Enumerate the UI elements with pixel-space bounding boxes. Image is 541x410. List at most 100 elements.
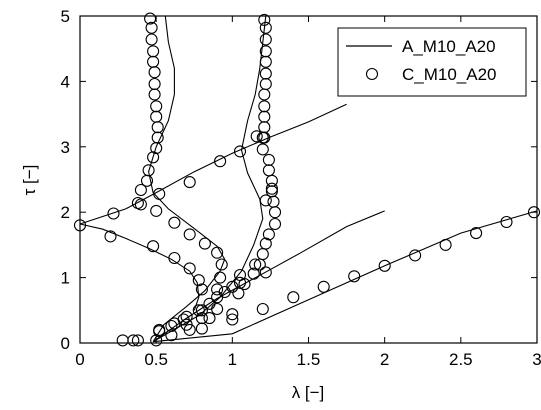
y-tick-label: 1 [61, 269, 70, 288]
y-axis-ticks: 0 1 2 3 4 5 [61, 7, 537, 353]
data-point-marker [259, 266, 272, 279]
data-point-marker [198, 237, 211, 250]
data-point-marker [317, 280, 330, 293]
data-point-marker [348, 270, 361, 283]
data-point-marker [262, 153, 275, 166]
data-point-marker [180, 310, 193, 323]
data-point-marker [256, 302, 269, 316]
data-point-marker [259, 77, 272, 91]
data-point-marker [203, 312, 216, 325]
x-tick-label: 2 [380, 350, 389, 369]
x-axis-label: λ [−] [292, 383, 325, 402]
data-point-marker [195, 322, 208, 335]
data-point-marker [192, 304, 205, 317]
data-point-marker [127, 334, 140, 347]
data-point-marker [226, 280, 239, 293]
series-line-segment [152, 15, 267, 343]
data-point-marker [439, 238, 452, 251]
data-point-marker [233, 145, 247, 158]
data-point-marker [140, 174, 154, 187]
data-point-marker [150, 334, 163, 347]
legend-label-series-2: C_M10_A20 [402, 65, 497, 84]
data-point-marker [268, 206, 282, 219]
data-point-marker [258, 121, 271, 134]
data-point-marker [470, 227, 483, 240]
data-point-marker [195, 304, 208, 317]
data-point-marker [262, 164, 275, 177]
data-point-marker [211, 283, 224, 296]
data-point-marker [259, 33, 272, 46]
data-point-marker [148, 88, 161, 101]
data-point-marker [378, 259, 391, 272]
data-point-marker [258, 131, 271, 144]
data-point-marker [232, 287, 245, 300]
data-point-marker [145, 33, 158, 46]
series-line-segment [79, 223, 200, 311]
data-point-marker [168, 251, 181, 265]
data-point-marker [153, 187, 166, 200]
data-point-marker [107, 207, 120, 220]
data-point-marker [183, 323, 196, 336]
data-point-marker [148, 66, 161, 79]
x-tick-label: 1 [228, 350, 237, 369]
y-tick-label: 4 [61, 72, 70, 91]
data-point-marker [183, 176, 196, 189]
data-point-marker [258, 88, 271, 101]
data-point-marker [409, 249, 422, 262]
data-point-marker [104, 230, 117, 243]
data-point-marker [214, 155, 227, 168]
data-point-marker [249, 258, 262, 271]
series-line-segment [152, 210, 385, 343]
data-point-marker [259, 194, 272, 207]
x-axis-ticks: 0 0.5 1 1.5 2 2.5 3 [75, 16, 541, 369]
data-point-marker [256, 248, 269, 261]
data-point-marker [165, 329, 178, 342]
series-line-segment [79, 103, 347, 225]
legend: A_M10_A20 C_M10_A20 [337, 27, 527, 97]
data-point-marker [150, 204, 163, 217]
data-point-marker [258, 13, 271, 26]
data-point-marker [238, 278, 251, 291]
y-tick-label: 5 [61, 7, 70, 26]
x-tick-label: 0 [75, 350, 84, 369]
x-tick-label: 2.5 [449, 350, 473, 369]
data-point-marker [147, 55, 160, 68]
data-point-marker [150, 100, 163, 113]
x-tick-label: 0.5 [144, 350, 168, 369]
series-line-segment [148, 15, 226, 342]
data-point-marker [183, 262, 196, 275]
data-point-marker [195, 283, 208, 296]
legend-label-series-1: A_M10_A20 [402, 37, 496, 56]
y-tick-label: 2 [61, 203, 70, 222]
data-point-marker [147, 45, 160, 58]
y-tick-label: 3 [61, 138, 70, 157]
data-point-marker [211, 246, 224, 259]
data-point-marker [247, 267, 260, 280]
data-point-marker [265, 182, 278, 195]
data-point-marker [151, 121, 164, 134]
data-point-marker [145, 21, 158, 34]
data-point-marker [226, 313, 239, 326]
data-point-marker [215, 258, 228, 271]
data-point-marker [165, 319, 178, 333]
series-line-segment [153, 210, 538, 343]
data-point-marker [259, 237, 272, 250]
data-point-marker [131, 196, 144, 210]
legend-marker-swatch [365, 67, 379, 81]
data-point-marker [256, 143, 269, 156]
data-point-marker [267, 195, 280, 208]
series-lines [79, 15, 538, 343]
data-point-marker [226, 308, 239, 321]
data-point-marker [73, 219, 87, 232]
data-point-marker [211, 302, 224, 316]
data-point-marker [131, 334, 144, 347]
data-point-marker [148, 77, 161, 91]
plot-area: 0 0.5 1 1.5 2 2.5 3 0 1 2 3 4 5 [61, 7, 541, 369]
data-point-marker [268, 217, 282, 231]
data-point-marker [500, 215, 513, 229]
y-tick-label: 0 [61, 334, 70, 353]
data-point-marker [134, 183, 147, 197]
data-point-marker [144, 12, 157, 25]
x-tick-label: 3 [532, 350, 541, 369]
